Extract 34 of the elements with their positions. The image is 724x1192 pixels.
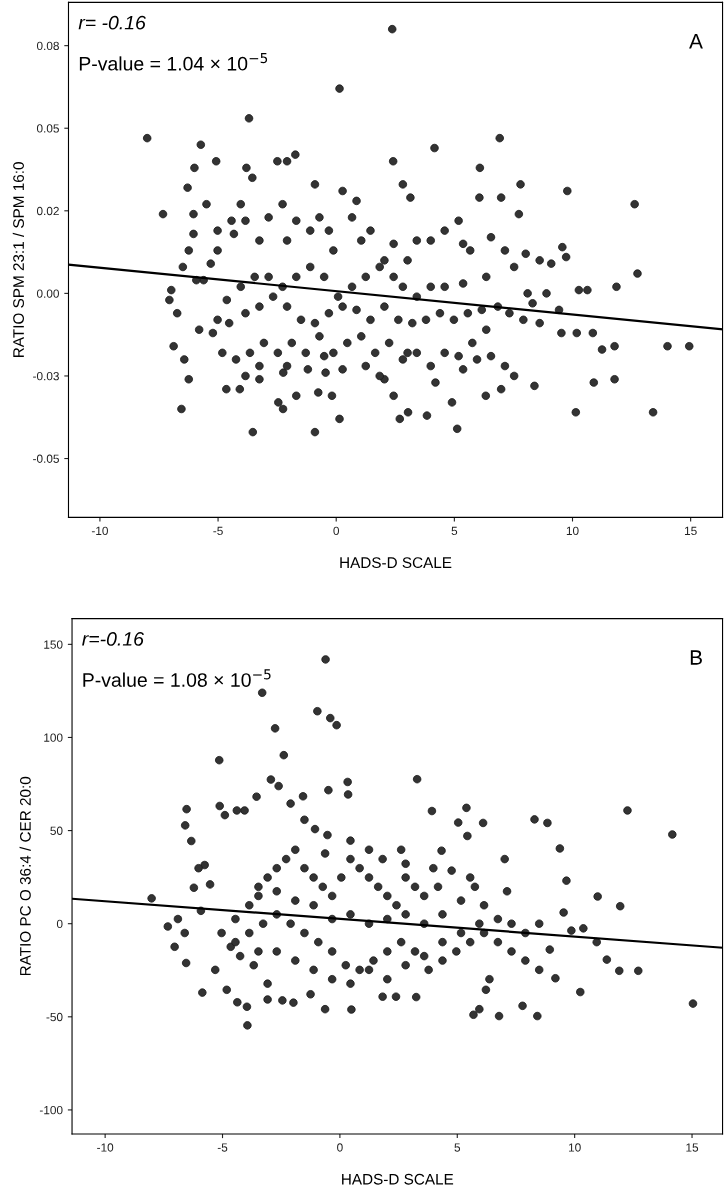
y-tick-label: 0.08 xyxy=(36,41,59,51)
annotation: r= -0.16 xyxy=(78,15,146,30)
y-axis-title: RATIO SPM 23:1 / SPM 16:0 xyxy=(12,162,24,357)
x-tick-label: -10 xyxy=(91,526,108,536)
y-tick-label: 0 xyxy=(56,919,63,929)
annotation: P-value = 1.04 × 10$^{−5}$ xyxy=(79,53,268,71)
annotation: r=-0.16 xyxy=(82,632,144,646)
annotation: P-value = 1.08 × 10$^{−5}$ xyxy=(83,669,271,687)
x-tick-label: 15 xyxy=(684,526,697,536)
x-axis-title: HADS-D SCALE xyxy=(340,557,452,569)
x-tick-label: -10 xyxy=(97,1143,114,1152)
y-tick-label: 0.00 xyxy=(36,289,59,298)
y-tick-label: -50 xyxy=(46,1012,63,1022)
x-axis-title: HADS-D SCALE xyxy=(342,1173,454,1185)
y-tick-label: -0.05 xyxy=(33,454,59,463)
x-tick-label: 0 xyxy=(333,526,340,536)
y-tick-label: -0.03 xyxy=(33,371,59,381)
x-tick-label: 15 xyxy=(686,1143,699,1152)
x-tick-label: 5 xyxy=(454,1143,461,1152)
y-tick-label: 0.05 xyxy=(36,124,59,133)
annotation: B xyxy=(690,650,702,665)
y-tick-label: 0.02 xyxy=(36,206,59,216)
y-tick-label: 50 xyxy=(50,826,63,835)
x-tick-label: 10 xyxy=(566,526,579,536)
y-tick-label: -100 xyxy=(39,1105,63,1115)
y-axis-title: RATIO PC O 36:4 / CER 20:0 xyxy=(19,776,31,976)
x-tick-label: 5 xyxy=(451,526,458,536)
x-tick-label: 0 xyxy=(337,1143,343,1152)
x-tick-label: 10 xyxy=(568,1143,581,1152)
y-tick-label: 100 xyxy=(44,733,63,742)
annotation: A xyxy=(689,34,703,49)
x-tick-label: -5 xyxy=(217,1143,228,1152)
x-tick-label: -5 xyxy=(213,526,223,536)
y-tick-label: 150 xyxy=(44,640,63,649)
